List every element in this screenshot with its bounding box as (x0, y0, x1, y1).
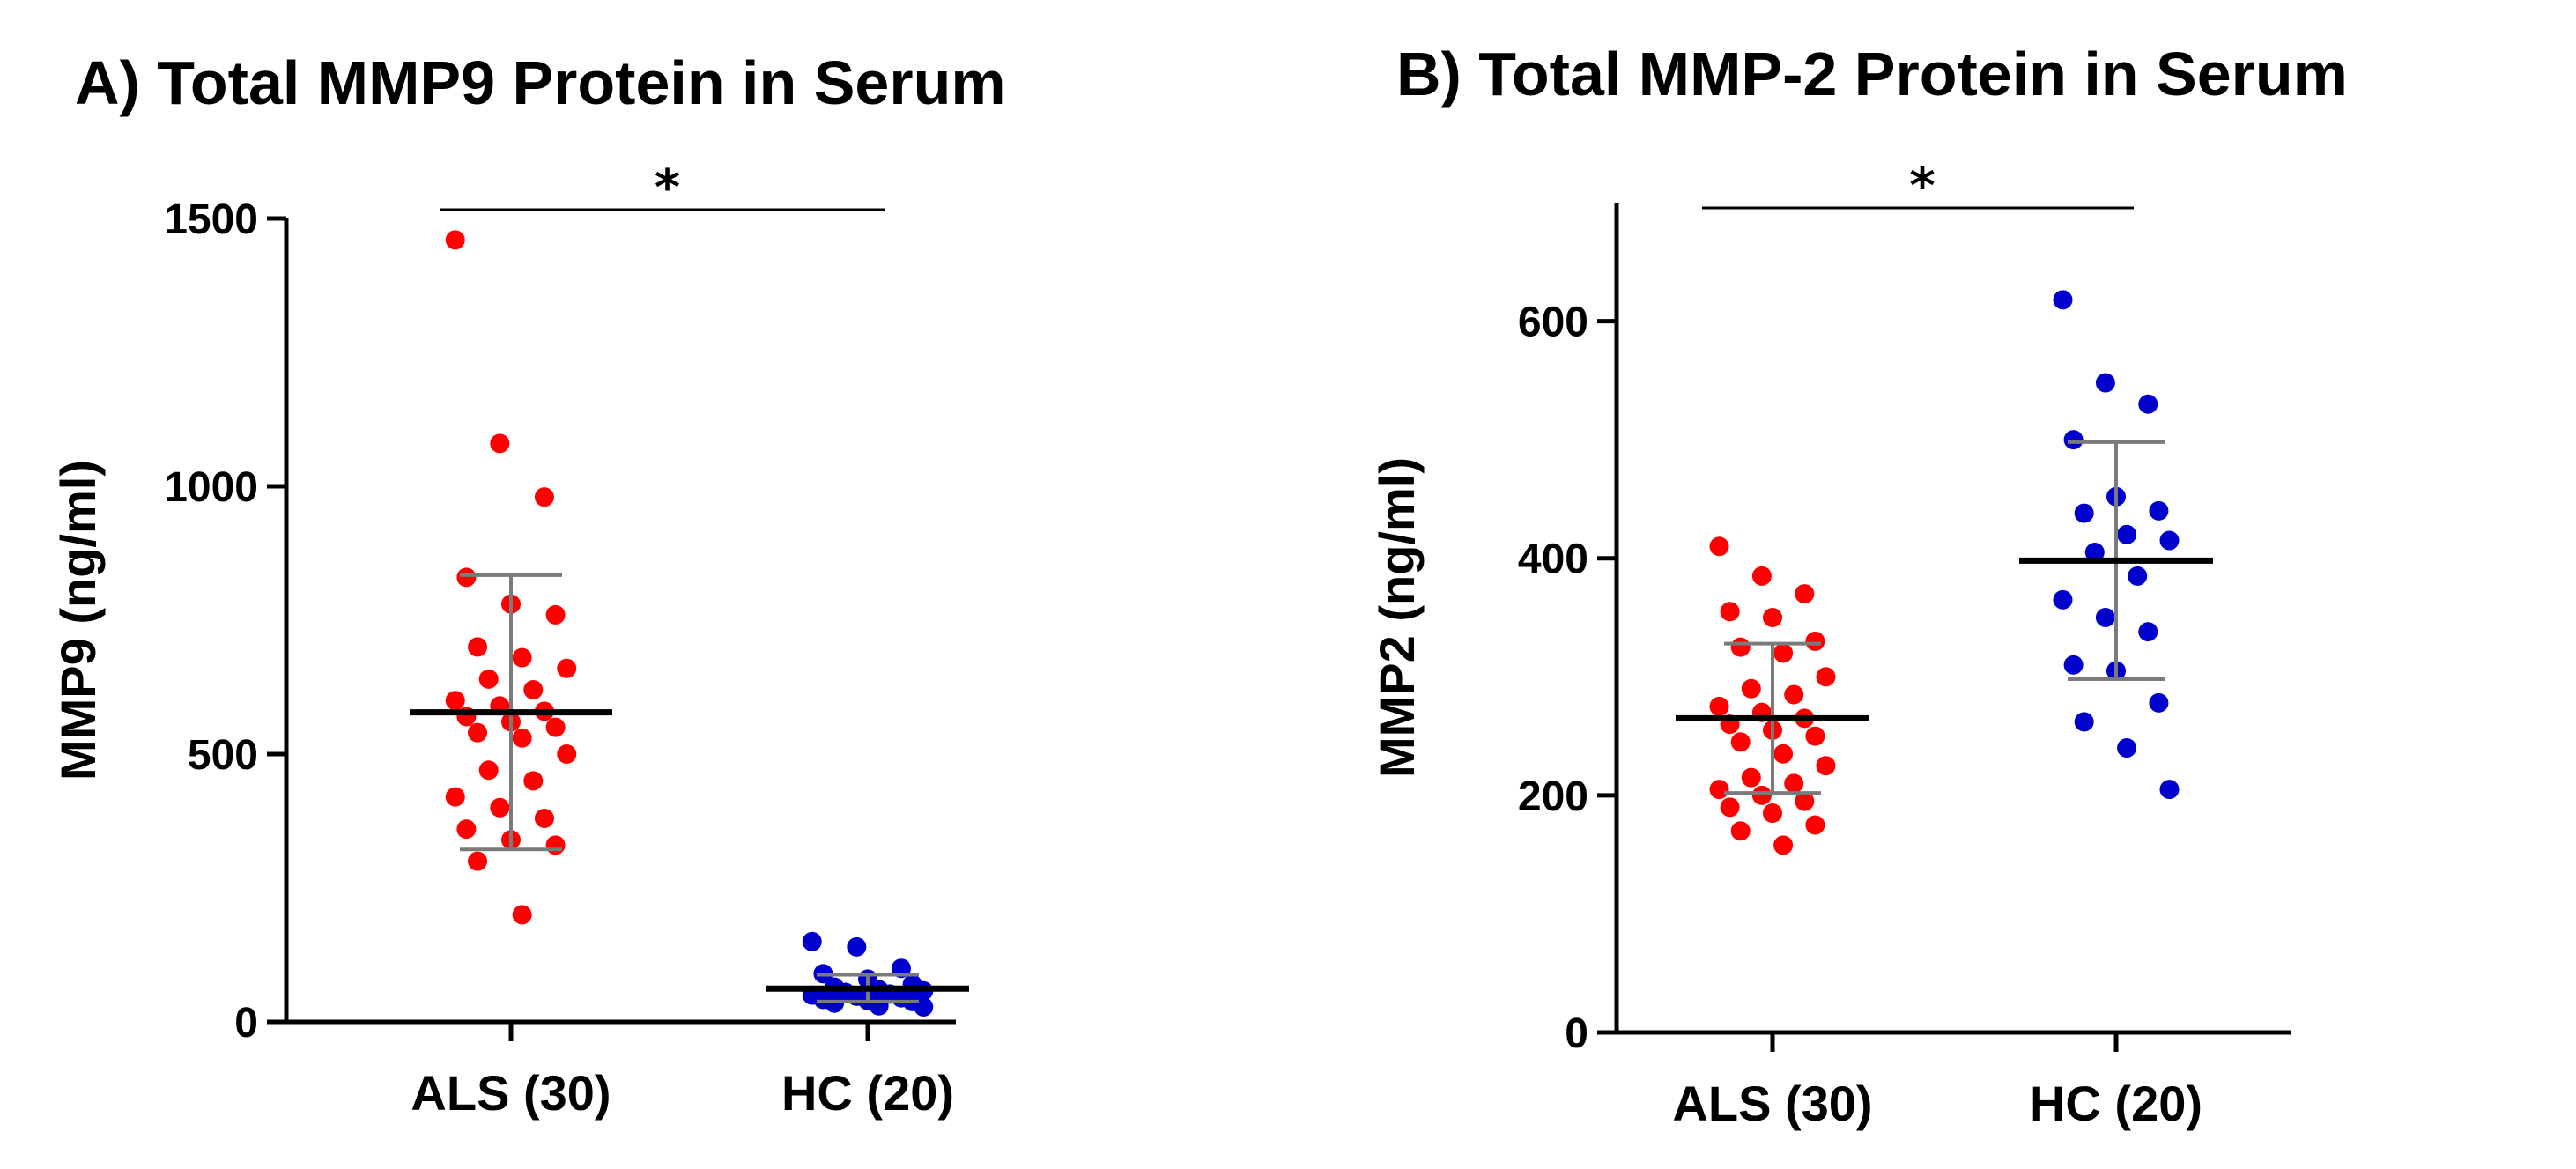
significance-star: * (1909, 158, 1935, 215)
data-point (468, 637, 488, 657)
data-point (1773, 744, 1794, 764)
y-axis-label: MMP9 (ng/ml) (50, 460, 106, 781)
data-point (490, 797, 510, 818)
data-point (2084, 542, 2105, 562)
data-point (1816, 667, 1836, 687)
data-point (445, 787, 465, 807)
data-point (1805, 726, 1825, 746)
data-point (2117, 524, 2137, 544)
data-point (1709, 696, 1729, 716)
data-point (1795, 791, 1815, 811)
data-point (2138, 394, 2158, 414)
data-point (2074, 503, 2094, 523)
data-point (1784, 684, 1804, 705)
data-point (468, 851, 488, 871)
y-tick-label: 1000 (164, 464, 258, 511)
data-point (545, 717, 566, 737)
data-point (1741, 767, 1761, 788)
data-point (456, 819, 477, 840)
chart-panel-a: A) Total MMP9 Protein in Serum MMP9 (ng/m… (50, 48, 1006, 1121)
data-point (2074, 712, 2094, 732)
data-point (545, 835, 566, 855)
y-tick-label: 200 (1518, 773, 1588, 820)
chart-title: A) Total MMP9 Protein in Serum (75, 48, 1006, 117)
data-point (523, 771, 544, 791)
x-tick-label: HC (20) (2030, 1076, 2202, 1131)
chart-title: B) Total MMP-2 Protein in Serum (1396, 40, 2348, 108)
data-point (1720, 797, 1740, 818)
data-point (512, 728, 532, 748)
data-point (2138, 622, 2158, 642)
data-point (1805, 631, 1825, 651)
data-point (445, 691, 465, 711)
data-point (523, 680, 544, 700)
data-point (1773, 643, 1794, 663)
y-axis-label: MMP2 (ng/ml) (1369, 457, 1425, 778)
y-tick-label: 500 (188, 732, 258, 779)
data-point (2063, 430, 2084, 450)
data-point (1805, 815, 1825, 835)
x-tick-label: ALS (30) (411, 1065, 611, 1121)
x-tick-label: ALS (30) (1672, 1076, 1872, 1131)
y-tick-label: 1500 (164, 196, 258, 243)
data-point (456, 567, 477, 588)
significance-star: * (655, 159, 680, 217)
y-tick-label: 0 (234, 1000, 258, 1047)
data-point (445, 230, 465, 250)
data-point (490, 433, 510, 454)
data-point (1709, 780, 1729, 800)
y-tick-label: 0 (1565, 1010, 1588, 1057)
data-point (534, 487, 554, 507)
data-point (1720, 602, 1740, 622)
data-point (512, 905, 532, 925)
data-point (2095, 373, 2115, 393)
data-point (534, 808, 554, 828)
data-point (1795, 584, 1815, 604)
data-point (1730, 821, 1751, 841)
data-point (1730, 637, 1751, 657)
data-point (557, 658, 577, 678)
data-point (2128, 566, 2148, 586)
data-point (2095, 608, 2115, 627)
data-point (2159, 780, 2180, 800)
data-point (869, 995, 889, 1016)
data-point (1751, 566, 1772, 586)
y-tick-label: 400 (1518, 536, 1588, 583)
data-point (1730, 732, 1751, 752)
data-point (2053, 589, 2073, 610)
data-point (1816, 756, 1836, 776)
data-point (2159, 530, 2180, 551)
data-point (557, 744, 577, 764)
data-point (1763, 803, 1782, 824)
data-point (2117, 738, 2137, 758)
data-point (802, 931, 822, 951)
data-point (478, 760, 499, 781)
data-point (1784, 773, 1804, 794)
data-point (468, 722, 488, 743)
data-point (2149, 692, 2169, 713)
data-point (2063, 655, 2084, 675)
y-tick-label: 600 (1518, 300, 1588, 346)
data-point (847, 936, 867, 957)
data-point (545, 604, 566, 625)
data-point (478, 669, 499, 689)
x-tick-label: HC (20) (781, 1065, 954, 1121)
data-point (512, 647, 532, 668)
data-point (2149, 500, 2169, 521)
data-point (1709, 536, 1729, 557)
data-point (2053, 290, 2073, 310)
data-point (1751, 785, 1772, 805)
data-point (1741, 678, 1761, 699)
data-point (1773, 835, 1794, 855)
chart-panel-b: B) Total MMP-2 Protein in Serum MMP2 (ng/… (1369, 40, 2348, 1131)
data-point (1763, 608, 1782, 627)
